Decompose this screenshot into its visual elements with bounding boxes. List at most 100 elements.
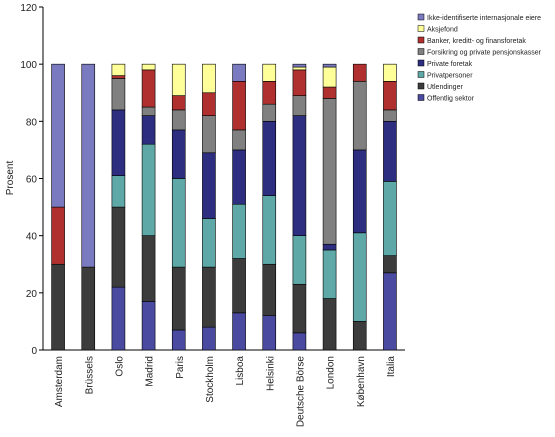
bar-segment xyxy=(232,312,246,351)
category-label: Lisboa xyxy=(235,356,246,386)
bar-segment xyxy=(383,121,397,182)
bar-segment xyxy=(322,86,337,99)
legend-entry: Aksjefond xyxy=(427,27,458,34)
bar-segment xyxy=(292,95,307,116)
bar-segment xyxy=(262,63,277,82)
bar-segment xyxy=(352,232,367,322)
bar-segment xyxy=(111,206,126,288)
bar-segment xyxy=(232,63,246,82)
legend-entry: Privatpersoner xyxy=(427,73,473,80)
bar-segment xyxy=(383,63,397,82)
category-label: Brüssels xyxy=(84,356,95,394)
bar-segment xyxy=(171,178,186,268)
bar-segment xyxy=(141,106,156,116)
bar-segment xyxy=(111,78,126,111)
y-tick-label: 0 xyxy=(31,346,37,357)
bar-segment xyxy=(232,258,246,314)
bar-segment xyxy=(383,109,397,122)
category-labels: Amsterdam Brüssels Oslo Madrid Paris Stockhol… xyxy=(54,356,397,428)
legend-entry: Utlendinger xyxy=(427,84,463,91)
legend-entry: Ikke-identifiserte internasjonale eiere xyxy=(427,15,541,22)
category-label: Amsterdam xyxy=(54,356,65,407)
bar-segment xyxy=(232,149,246,205)
bar-segment xyxy=(262,103,277,122)
y-tick-label: 100 xyxy=(20,60,37,71)
category-label: London xyxy=(326,356,337,389)
category-label: Oslo xyxy=(114,356,125,377)
bar-segment xyxy=(352,63,367,82)
bar-segment xyxy=(111,75,126,79)
bar-segment xyxy=(292,332,307,351)
bar-segment xyxy=(292,63,307,68)
bar-segment xyxy=(322,98,337,245)
category-label: Madrid xyxy=(145,356,156,387)
y-tick-label: 20 xyxy=(26,289,38,300)
bar-segment xyxy=(202,115,216,154)
bar-segment xyxy=(322,298,337,351)
category-label: Paris xyxy=(175,356,186,379)
bar-segment xyxy=(383,181,397,256)
bar-segment xyxy=(292,115,307,236)
bar-segment xyxy=(171,129,186,179)
bar-segment xyxy=(202,266,216,328)
legend-swatch xyxy=(417,82,425,90)
category-label: Italia xyxy=(386,356,397,378)
legend-swatch xyxy=(417,94,425,101)
y-tick-label: 120 xyxy=(20,3,37,14)
bar-segment xyxy=(111,286,126,351)
legend-swatch xyxy=(417,71,425,78)
category-label: Helsinki xyxy=(265,356,276,391)
bar-segment xyxy=(141,69,156,108)
legend-entry: Forsikring og private pensjonskasser xyxy=(427,50,542,57)
bar-segment xyxy=(171,266,186,331)
bar-segment xyxy=(171,95,186,111)
legend-swatch xyxy=(417,36,425,44)
y-tick-label: 80 xyxy=(26,117,38,128)
bar-segment xyxy=(262,121,277,196)
bar-segment xyxy=(232,129,246,151)
bar-segment xyxy=(141,301,156,351)
bar-segment xyxy=(171,329,186,351)
bar-segment xyxy=(262,315,277,351)
bar-segment xyxy=(202,92,216,116)
bar-segment xyxy=(51,206,65,265)
bar-segment xyxy=(232,81,246,131)
bar-segment xyxy=(111,175,126,208)
bars xyxy=(51,63,397,351)
bar-segment xyxy=(262,81,277,105)
bar-segment xyxy=(81,266,96,351)
y-axis-title: Prosent xyxy=(5,161,16,196)
bar-segment xyxy=(352,149,367,234)
legend-swatch xyxy=(417,13,425,21)
bar-segment xyxy=(292,69,307,96)
bar-segment xyxy=(202,218,216,268)
bar-segment xyxy=(171,63,186,96)
category-label: Stockholm xyxy=(205,356,216,403)
bar-segment xyxy=(322,66,337,88)
bar-segment xyxy=(141,235,156,302)
legend-entry: Banker, kreditt- og finansforetak xyxy=(427,38,526,45)
bar-segment xyxy=(141,143,156,236)
legend-entry: Offentlig sektor xyxy=(427,96,475,103)
bar-segment xyxy=(383,81,397,111)
bar-segment xyxy=(202,326,216,351)
axes: 0 20 40 60 80 100 120 xyxy=(20,3,405,357)
y-tick-label: 40 xyxy=(26,232,38,243)
bar-segment xyxy=(352,81,367,151)
bar-segment xyxy=(322,249,337,299)
bar-segment xyxy=(352,321,367,351)
legend-entry: Private foretak xyxy=(427,61,473,68)
bar-segment xyxy=(111,63,126,76)
bar-segment xyxy=(171,109,186,131)
bar-segment xyxy=(383,255,397,274)
category-label: Deutsche Börse xyxy=(295,356,306,428)
legend-swatch xyxy=(417,59,425,67)
bar-segment xyxy=(262,195,277,265)
bar-segment xyxy=(51,63,65,208)
bar-segment xyxy=(202,152,216,219)
bar-segment xyxy=(322,63,337,68)
bar-segment xyxy=(383,272,397,351)
bar-segment xyxy=(81,63,96,268)
bar-segment xyxy=(141,63,156,71)
